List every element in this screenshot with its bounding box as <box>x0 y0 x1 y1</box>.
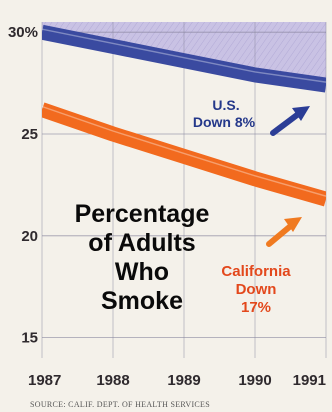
california-point-1991 <box>325 198 326 200</box>
x-tick-label-1989: 1989 <box>167 372 200 389</box>
california-label-line-2: Down <box>236 281 277 298</box>
y-tick-label-2: 20 <box>21 228 38 245</box>
chart-title-line-3: Who <box>115 258 169 286</box>
us-label-line-2: Down 8% <box>193 114 256 130</box>
chart-title-line-4: Smoke <box>101 287 183 315</box>
us-label-line-1: U.S. <box>212 97 239 113</box>
chart-title-line-1: Percentage <box>75 200 210 228</box>
x-tick-label-1987: 1987 <box>28 372 61 389</box>
y-tick-label-1: 25 <box>21 126 38 143</box>
california-point-1987 <box>42 109 43 111</box>
us-point-1989 <box>183 60 185 62</box>
axis-tick-labels: 30% 25 20 15 1987 1988 1989 1990 1991 <box>8 24 326 389</box>
us-point-1988 <box>112 45 114 47</box>
california-point-1989 <box>183 155 185 157</box>
y-tick-label-0: 30% <box>8 24 38 41</box>
california-series-highlight <box>42 105 326 197</box>
source-note: SOURCE: CALIF. DEPT. OF HEALTH SERVICES <box>30 400 210 409</box>
series-lines <box>42 24 326 207</box>
california-label-line-1: California <box>221 263 291 280</box>
california-label-line-3: 17% <box>241 299 271 316</box>
x-tick-label-1990: 1990 <box>238 372 271 389</box>
y-tick-label-3: 15 <box>21 330 38 347</box>
chart-title-line-2: of Adults <box>88 229 195 257</box>
x-tick-label-1988: 1988 <box>96 372 129 389</box>
california-point-1988 <box>112 133 114 135</box>
california-point-1990 <box>254 178 256 180</box>
us-series-highlight <box>42 28 326 83</box>
us-point-1987 <box>42 31 43 33</box>
california-arrow-icon <box>266 217 302 247</box>
us-arrow-icon <box>270 106 310 136</box>
x-tick-label-1991: 1991 <box>293 372 326 389</box>
us-point-1990 <box>254 74 256 76</box>
us-point-1991 <box>325 84 326 86</box>
